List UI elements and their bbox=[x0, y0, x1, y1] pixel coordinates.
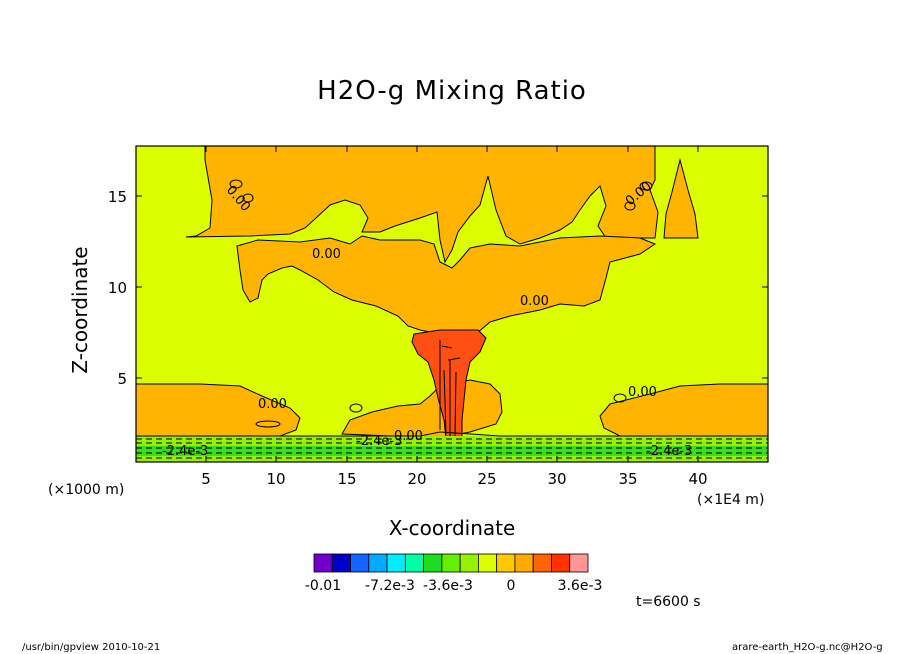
colorbar-swatch bbox=[441, 553, 461, 573]
contour-label: 0.00 bbox=[394, 429, 423, 444]
x-tick-label: 5 bbox=[201, 470, 211, 488]
contour-label: 0.00 bbox=[312, 247, 341, 262]
colorbar-swatch bbox=[569, 553, 589, 573]
contour-label: 0.00 bbox=[628, 385, 657, 400]
colorbar-swatch bbox=[532, 553, 552, 573]
chart-title: H2O-g Mixing Ratio bbox=[317, 76, 587, 106]
colorbar-swatch bbox=[386, 553, 406, 573]
dashed-contours bbox=[136, 438, 768, 459]
colorbar-label: -3.6e-3 bbox=[423, 578, 473, 594]
column-streaks bbox=[439, 340, 461, 437]
x-unit-right: (×1E4 m) bbox=[697, 492, 765, 508]
footer-right: arare-earth_H2O-g.nc@H2O-g bbox=[732, 642, 883, 653]
colorbar-swatch bbox=[459, 553, 479, 573]
anvil-orange-region bbox=[236, 235, 657, 339]
colorbar-swatch bbox=[551, 553, 571, 573]
small-contour-loops bbox=[229, 179, 653, 428]
colorbar-swatch bbox=[477, 553, 498, 573]
y-tick-label: 15 bbox=[108, 188, 127, 206]
colorbar bbox=[313, 553, 589, 573]
colorbar-swatch bbox=[368, 553, 388, 573]
x-tick-label: 35 bbox=[618, 470, 637, 488]
axis-ticks bbox=[136, 146, 768, 462]
colorbar-swatch bbox=[331, 553, 351, 573]
x-unit-left: (×1000 m) bbox=[48, 482, 125, 498]
contour-label: 0.00 bbox=[258, 397, 287, 412]
x-tick-label: 30 bbox=[547, 470, 566, 488]
cloud-base-contour bbox=[136, 431, 768, 437]
x-tick-label: 10 bbox=[266, 470, 285, 488]
colorbar-swatch bbox=[423, 553, 443, 573]
y-tick-label: 5 bbox=[117, 370, 127, 388]
x-tick-label: 20 bbox=[407, 470, 426, 488]
colorbar-swatch bbox=[350, 553, 370, 573]
colorbar-label: 0 bbox=[507, 578, 516, 594]
x-tick-label: 40 bbox=[688, 470, 707, 488]
colorbar-swatch bbox=[313, 553, 333, 573]
right-finger-region bbox=[663, 158, 699, 239]
colorbar-label: -7.2e-3 bbox=[365, 578, 415, 594]
x-tick-label: 15 bbox=[337, 470, 356, 488]
lower-dark-green-layer bbox=[136, 446, 768, 456]
colorbar-label: 3.6e-3 bbox=[558, 578, 603, 594]
contour-label: -2.4e-3 bbox=[646, 444, 692, 459]
colorbar-label: -0.01 bbox=[305, 578, 341, 594]
footer-left: /usr/bin/gpview 2010-10-21 bbox=[22, 642, 161, 653]
upper-orange-region bbox=[185, 145, 659, 264]
y-tick-label: 10 bbox=[108, 279, 127, 297]
red-column-region bbox=[411, 329, 487, 439]
colorbar-swatch bbox=[404, 553, 425, 573]
contour-label: 0.00 bbox=[520, 294, 549, 309]
contour-label: -2.4e-3 bbox=[162, 444, 208, 459]
colorbar-swatch bbox=[514, 553, 534, 573]
contour-label: -2.4e-3 bbox=[356, 434, 402, 449]
plot-frame bbox=[135, 145, 769, 463]
time-label: t=6600 s bbox=[636, 594, 701, 610]
x-tick-label: 25 bbox=[477, 470, 496, 488]
x-axis-label: X-coordinate bbox=[388, 516, 516, 540]
colorbar-swatch bbox=[496, 553, 516, 573]
y-axis-label: Z-coordinate bbox=[68, 246, 92, 374]
